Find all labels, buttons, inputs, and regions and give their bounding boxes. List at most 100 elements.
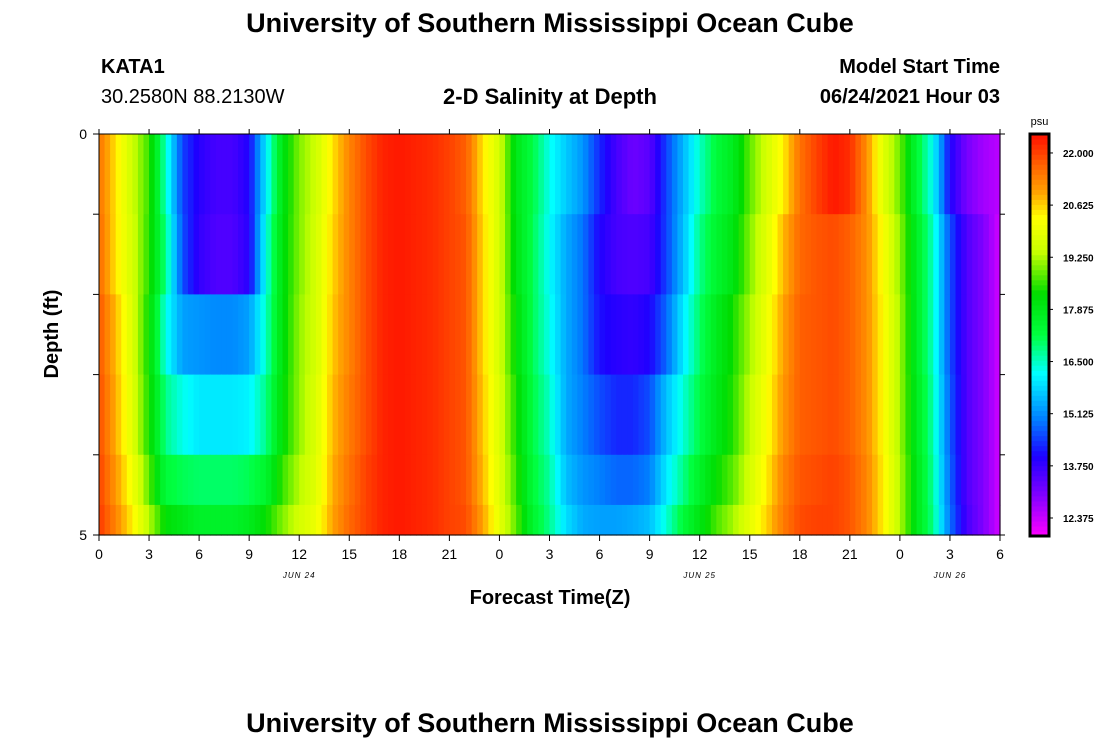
heatmap-cell — [304, 454, 311, 506]
heatmap-cell — [744, 294, 751, 376]
heatmap-cell — [694, 134, 701, 215]
heatmap-cell — [933, 504, 940, 536]
heatmap-cell — [505, 454, 512, 506]
colorbar-swatch — [1030, 184, 1049, 190]
heatmap-cell — [894, 214, 901, 295]
heatmap-cell — [605, 504, 612, 536]
heatmap-cell — [838, 134, 845, 215]
heatmap-cell — [193, 504, 200, 536]
heatmap-cell — [827, 214, 834, 295]
heatmap-cell — [321, 294, 328, 376]
heatmap-cell — [226, 454, 234, 506]
heatmap-cell — [466, 214, 473, 295]
colorbar-swatch — [1030, 319, 1049, 326]
heatmap-cell — [199, 134, 206, 215]
heatmap-cell — [632, 134, 640, 215]
heatmap-cell — [416, 294, 423, 376]
heatmap-cell — [866, 214, 873, 295]
heatmap-cell — [510, 374, 517, 456]
heatmap-cell — [566, 454, 573, 506]
heatmap-cell — [365, 454, 373, 506]
heatmap-cell — [299, 214, 306, 295]
heatmap-cell — [894, 294, 901, 376]
heatmap-cell — [332, 214, 339, 295]
heatmap-cell — [749, 454, 756, 506]
heatmap-cell — [755, 454, 762, 506]
heatmap-cell — [215, 504, 222, 536]
heatmap-cell — [705, 504, 712, 536]
heatmap-cell — [182, 504, 189, 536]
x-tick-label: 3 — [145, 546, 153, 562]
heatmap-cell — [137, 134, 145, 215]
heatmap-cell — [393, 214, 400, 295]
heatmap-cell — [972, 294, 979, 376]
heatmap-cell — [983, 374, 990, 456]
day-label: JUN 24 — [282, 571, 316, 580]
heatmap-cell — [477, 294, 484, 376]
heatmap-cell — [388, 454, 395, 506]
heatmap-cell — [916, 134, 923, 215]
heatmap-cell — [566, 374, 573, 456]
heatmap-cell — [638, 134, 645, 215]
heatmap-cell — [416, 504, 423, 536]
heatmap-cell — [688, 504, 695, 536]
heatmap-cell — [449, 294, 456, 376]
heatmap-cell — [760, 374, 768, 456]
heatmap-cell — [488, 214, 495, 295]
heatmap-cells — [99, 134, 1001, 536]
heatmap-cell — [905, 134, 912, 215]
colorbar-swatch — [1030, 360, 1049, 366]
colorbar-swatch — [1030, 264, 1049, 271]
heatmap-cell — [710, 214, 717, 295]
heatmap-cell — [493, 374, 501, 456]
heatmap-cell — [143, 374, 150, 456]
colorbar-swatch — [1030, 229, 1049, 236]
heatmap-cell — [187, 454, 195, 506]
heatmap-cell — [288, 374, 295, 456]
heatmap-cell — [755, 374, 762, 456]
heatmap-cell — [560, 294, 567, 376]
heatmap-cell — [610, 454, 617, 506]
heatmap-cell — [571, 454, 578, 506]
heatmap-cell — [171, 294, 178, 376]
heatmap-cell — [983, 214, 990, 295]
colorbar-swatch — [1030, 470, 1049, 477]
plot-title: 2-D Salinity at Depth — [443, 84, 657, 109]
heatmap-cell — [449, 134, 456, 215]
colorbar-swatch — [1030, 490, 1049, 497]
x-tick-label: 6 — [596, 546, 604, 562]
x-tick-label: 12 — [692, 546, 708, 562]
colorbar-swatch — [1030, 390, 1049, 396]
heatmap-cell — [983, 504, 990, 536]
heatmap-cell — [794, 454, 801, 506]
heatmap-cell — [332, 374, 339, 456]
heatmap-cell — [566, 504, 573, 536]
heatmap-cell — [299, 504, 306, 536]
heatmap-cell — [810, 504, 818, 536]
heatmap-cell — [671, 134, 679, 215]
heatmap-cell — [104, 374, 111, 456]
heatmap-cell — [493, 134, 501, 215]
heatmap-cell — [582, 214, 590, 295]
heatmap-cell — [477, 214, 484, 295]
heatmap-cell — [860, 374, 868, 456]
station-coordinates: 30.2580N 88.2130W — [101, 86, 285, 108]
heatmap-cell — [482, 504, 489, 536]
heatmap-cell — [560, 374, 567, 456]
heatmap-cell — [516, 374, 523, 456]
heatmap-cell — [733, 294, 740, 376]
heatmap-cell — [916, 214, 923, 295]
heatmap-cell — [944, 214, 951, 295]
heatmap-cell — [393, 134, 400, 215]
heatmap-cell — [377, 374, 384, 456]
heatmap-cell — [577, 294, 584, 376]
heatmap-cell — [499, 134, 506, 215]
heatmap-cell — [844, 454, 851, 506]
heatmap-cell — [616, 294, 623, 376]
heatmap-cell — [121, 294, 128, 376]
heatmap-cell — [115, 214, 122, 295]
colorbar-swatch — [1030, 350, 1049, 356]
heatmap-cell — [716, 294, 723, 376]
heatmap-cell — [304, 504, 311, 536]
heatmap-cell — [121, 454, 128, 506]
